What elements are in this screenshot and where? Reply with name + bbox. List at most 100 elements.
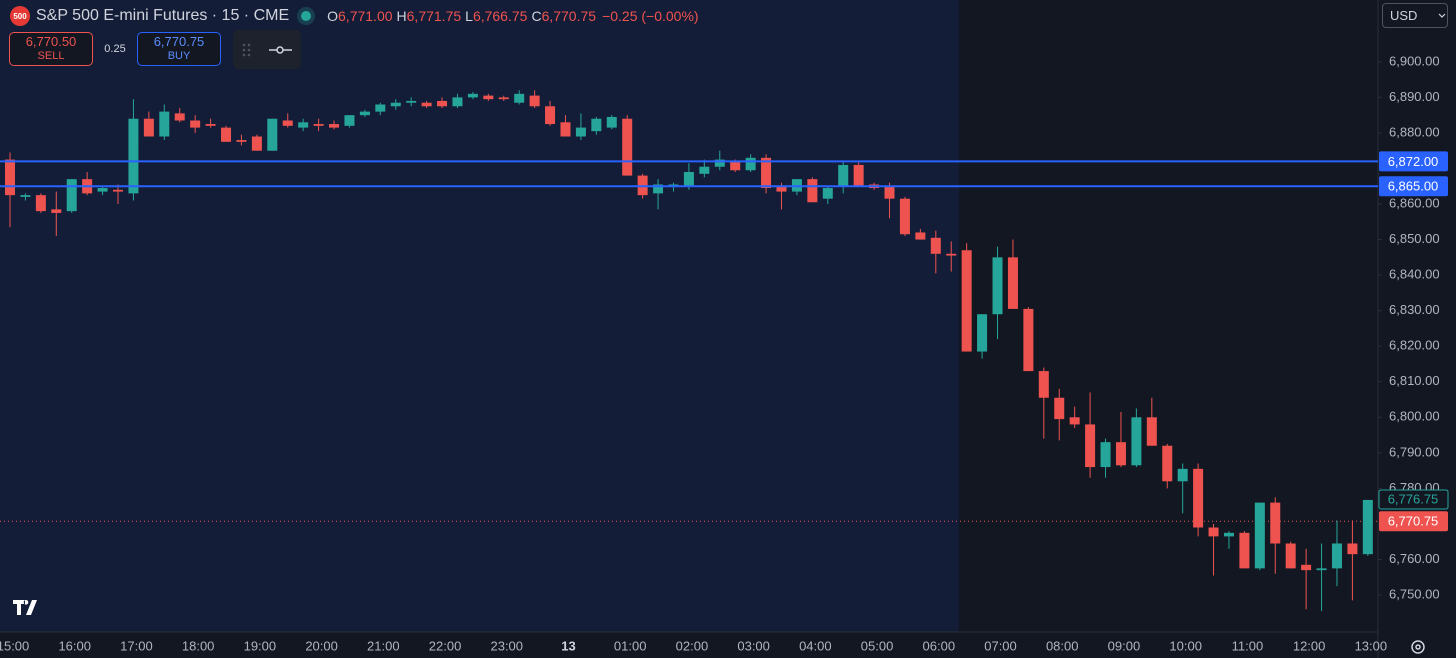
candle-body [946, 253, 957, 256]
x-tick-label: 05:00 [861, 638, 894, 653]
candle-body [375, 104, 386, 112]
session-shade [0, 0, 959, 632]
x-tick-label: 21:00 [367, 638, 400, 653]
price-label: 6,776.75 [1388, 491, 1439, 506]
candle-body [113, 189, 124, 192]
candle-body [606, 116, 617, 128]
candle-body [1208, 527, 1219, 537]
buy-label: BUY [167, 50, 191, 62]
candle-body [1177, 468, 1188, 482]
ohlc-key: L [465, 8, 473, 24]
candle-body [190, 120, 201, 128]
candle-body [421, 102, 432, 107]
ohlc-key: O [327, 8, 339, 24]
candle-body [452, 97, 463, 107]
candle-body [1301, 564, 1312, 571]
candle-body [5, 159, 15, 196]
dropdown-arrow [1439, 13, 1446, 18]
trade-panel: 6,770.50 SELL 0.25 6,770.75 BUY [9, 32, 221, 66]
x-tick-label: 18:00 [182, 638, 215, 653]
x-tick-label: 02:00 [676, 638, 709, 653]
candle-body [1239, 532, 1250, 569]
candle-body [514, 93, 525, 103]
currency: USD [1390, 8, 1418, 23]
price-label-box [1379, 511, 1448, 532]
x-tick-label: 07:00 [984, 638, 1017, 653]
candle-body [1085, 424, 1096, 468]
buy-button[interactable]: 6,770.75 BUY [137, 32, 221, 66]
candle-body [251, 136, 262, 151]
candle-body [20, 195, 31, 197]
candle-body [529, 95, 540, 107]
candle-body [329, 124, 340, 128]
candle-body [977, 314, 988, 352]
candle-body [143, 118, 154, 137]
candle-body [915, 232, 926, 240]
price-label: 6,770.75 [1388, 514, 1439, 529]
candle-body [174, 113, 185, 121]
x-tick-label: 19:00 [244, 638, 277, 653]
y-tick-label: 6,890.00 [1389, 89, 1440, 104]
candle-body [838, 164, 849, 187]
candle-body [128, 118, 139, 194]
settings-icon [1411, 640, 1425, 654]
spread: 0.25 [104, 43, 126, 55]
candle-body [498, 97, 509, 100]
y-tick-label: 6,750.00 [1389, 586, 1440, 601]
candle-body [313, 124, 324, 126]
candle-body [776, 186, 787, 192]
settings-icon [1415, 644, 1421, 650]
x-tick-label: 20:00 [305, 638, 338, 653]
candle-body [1162, 445, 1173, 482]
currency-select[interactable]: USD [1382, 3, 1448, 28]
price-label-box [1379, 176, 1448, 197]
candle-body [1069, 417, 1080, 425]
toolbar-icon [242, 43, 292, 57]
y-tick-label: 6,840.00 [1389, 267, 1440, 282]
candle-body [622, 118, 633, 176]
candle-body [761, 157, 772, 189]
candle-body [298, 122, 309, 128]
x-tick-label: 09:00 [1108, 638, 1141, 653]
y-tick-label: 6,830.00 [1389, 302, 1440, 317]
candle-body [930, 237, 941, 254]
y-tick-label: 6,850.00 [1389, 231, 1440, 246]
candle-body [683, 172, 694, 187]
sell-price: 6,770.50 [25, 34, 77, 49]
market-status [301, 11, 312, 21]
candle-body [406, 100, 417, 103]
price-label-box [1378, 489, 1449, 510]
price-label-box [1379, 151, 1448, 172]
candle-body [1007, 257, 1018, 309]
candle-body [1362, 499, 1373, 555]
price-change: −0.25 (−0.00%) [602, 8, 699, 24]
candle-body [359, 111, 370, 116]
candle-body [1054, 397, 1065, 420]
candle-body [730, 161, 741, 171]
candle-body [1115, 442, 1126, 466]
sell-label: SELL [37, 50, 65, 62]
settings-button[interactable] [1411, 640, 1425, 654]
candle-body [714, 159, 725, 167]
candle-body [282, 120, 293, 126]
sell-button[interactable]: 6,770.50 SELL [9, 32, 93, 66]
y-tick-label: 6,900.00 [1389, 53, 1440, 68]
ohlc-key: H [396, 8, 407, 24]
drawing-toolbar[interactable] [233, 30, 301, 69]
candle-body [575, 127, 586, 137]
ohlc-value: 6,766.75 [472, 8, 528, 24]
x-tick-label: 04:00 [799, 638, 832, 653]
y-tick-label: 6,810.00 [1389, 373, 1440, 388]
y-tick-label: 6,820.00 [1389, 338, 1440, 353]
candle-body [205, 124, 216, 126]
candle-body [591, 118, 602, 132]
candle-body [853, 164, 864, 187]
candle-body [344, 115, 355, 126]
candle-body [899, 198, 910, 235]
candle-body [267, 118, 278, 151]
x-tick-label: 11:00 [1232, 638, 1264, 653]
y-tick-label: 6,790.00 [1389, 444, 1440, 459]
symbol-icon: 500 [10, 6, 30, 26]
